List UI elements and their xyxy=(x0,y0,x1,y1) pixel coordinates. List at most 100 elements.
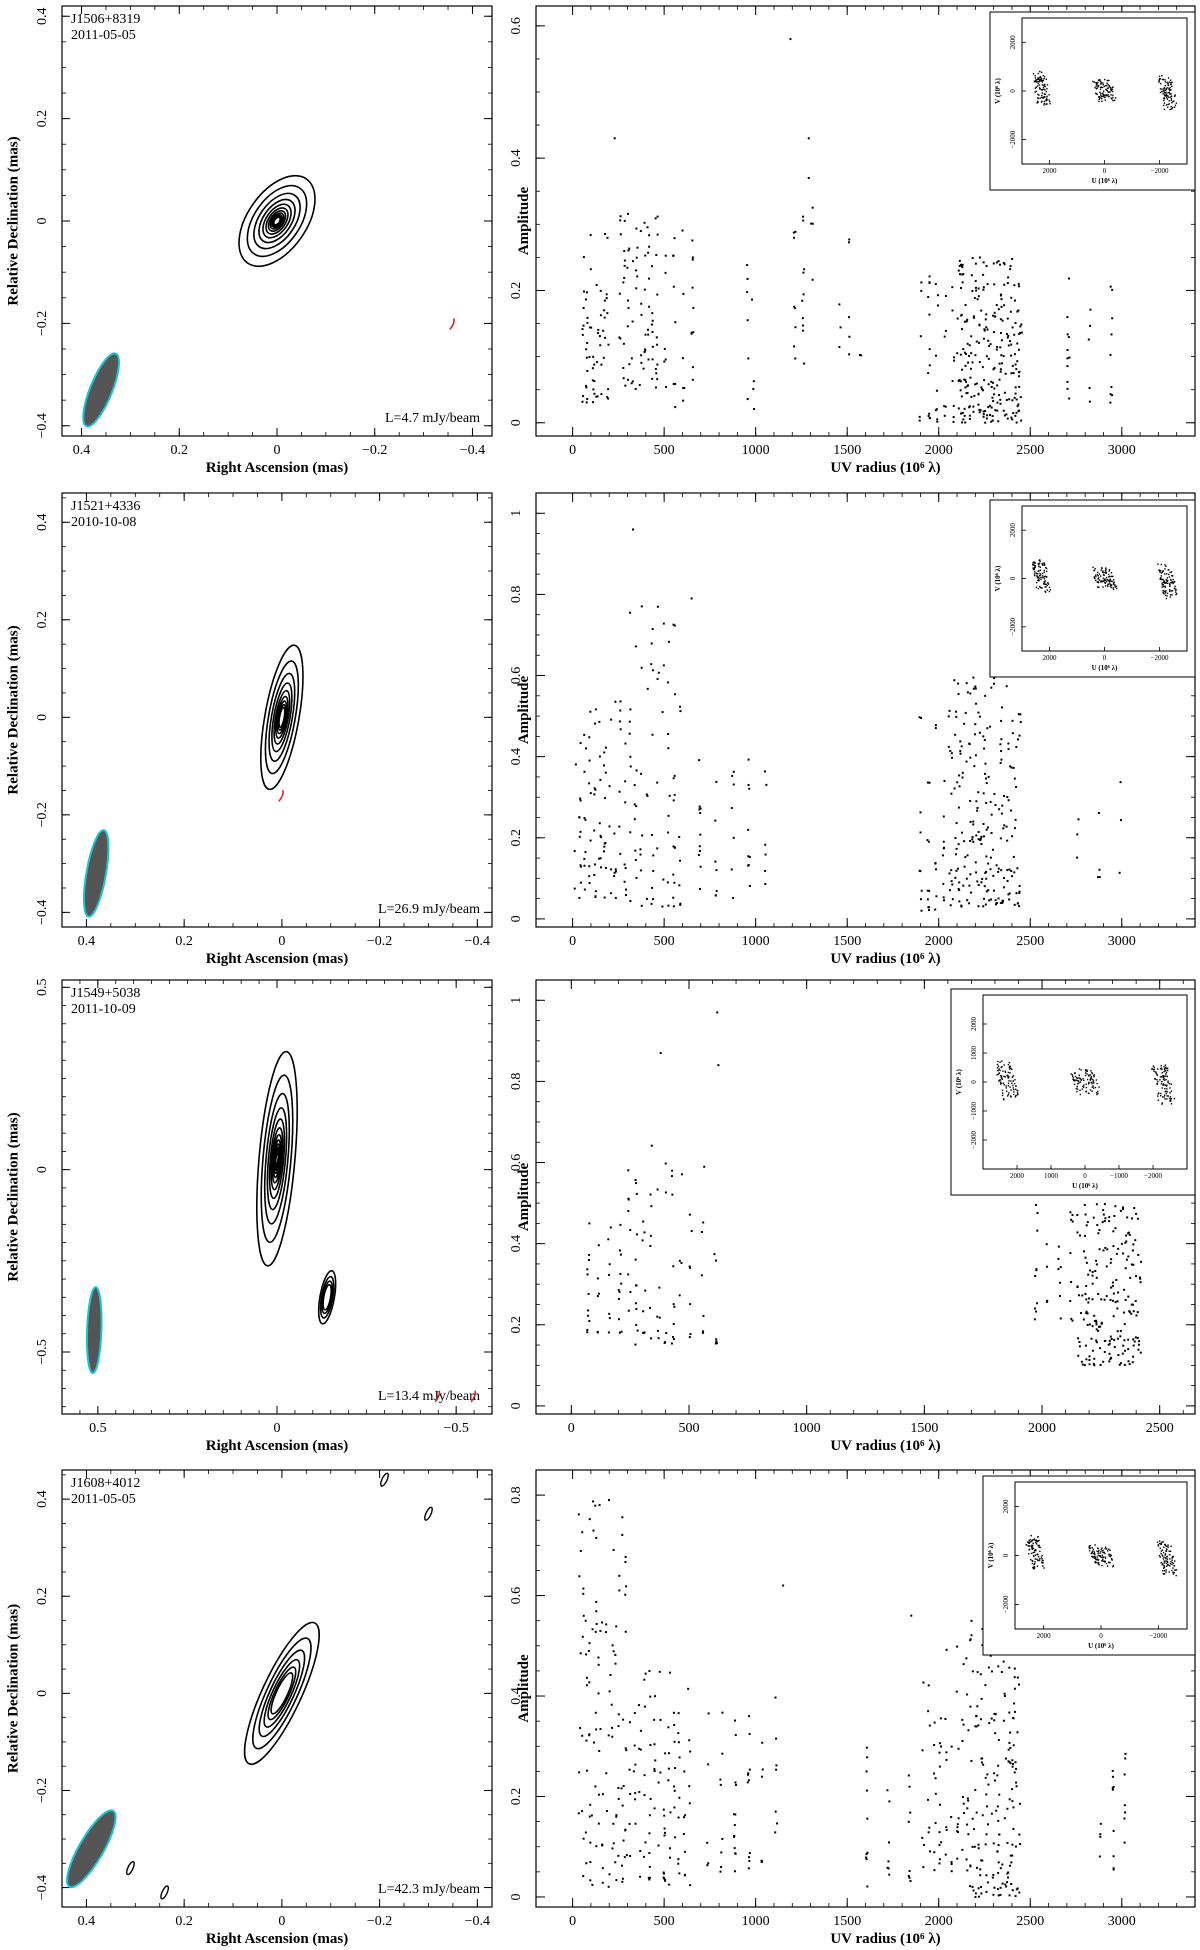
vis-point xyxy=(975,1725,978,1728)
vis-point xyxy=(1103,1298,1106,1301)
uv-point xyxy=(1175,1569,1178,1571)
vis-point xyxy=(578,816,581,819)
vis-point xyxy=(1036,1302,1039,1305)
uv-point xyxy=(1169,1096,1172,1098)
vis-point xyxy=(987,775,990,778)
uv-point xyxy=(1153,1068,1156,1070)
vis-point xyxy=(1008,892,1011,895)
vis-point xyxy=(667,732,670,735)
uv-point xyxy=(1038,1546,1040,1548)
vis-point xyxy=(624,1630,627,1633)
vis-point xyxy=(974,354,977,357)
vis-point xyxy=(1084,1292,1087,1295)
vis-point xyxy=(848,335,851,338)
vis-point xyxy=(1000,293,1003,296)
vis-point xyxy=(992,848,995,851)
uv-point xyxy=(1164,1098,1166,1100)
source-contour xyxy=(268,672,296,762)
vis-point xyxy=(944,405,947,408)
vis-point xyxy=(1099,1835,1102,1838)
uv-point xyxy=(1168,92,1171,94)
source-contour xyxy=(246,184,308,258)
vis-point xyxy=(1007,748,1010,751)
vis-point xyxy=(613,875,616,878)
source-contour xyxy=(264,660,300,775)
uv-point xyxy=(1165,1078,1167,1081)
uv-point xyxy=(1109,1549,1111,1552)
uv-point xyxy=(1101,567,1103,569)
uv-point xyxy=(1034,91,1036,93)
inset-xtick-label: 0 xyxy=(1083,1172,1087,1180)
vis-point xyxy=(622,281,625,284)
vis-point xyxy=(1120,1242,1123,1245)
vis-point xyxy=(995,864,998,867)
vis-point xyxy=(588,882,591,885)
vis-point xyxy=(1113,1214,1116,1217)
vis-point xyxy=(1119,1329,1122,1332)
uv-point xyxy=(1170,579,1172,581)
uv-point xyxy=(1158,1542,1161,1545)
vis-point xyxy=(678,1294,681,1297)
vis-point xyxy=(689,1750,692,1753)
uv-point xyxy=(1043,562,1045,565)
negative-contour xyxy=(470,1390,477,1403)
uv-point xyxy=(1008,1061,1011,1064)
uv-point xyxy=(1043,576,1045,578)
vis-point xyxy=(887,1867,890,1870)
vis-point xyxy=(994,1713,997,1716)
vis-point xyxy=(703,1165,706,1168)
vis-ytick-label: 0.8 xyxy=(509,1073,524,1091)
uv-point xyxy=(1049,589,1052,591)
uv-point xyxy=(1032,1542,1034,1545)
vis-point xyxy=(632,528,635,531)
vis-point xyxy=(629,899,632,902)
uv-point xyxy=(1109,578,1112,580)
vis-point xyxy=(987,1783,990,1786)
vis-point xyxy=(936,294,939,297)
uv-point xyxy=(1090,1081,1092,1084)
vis-point xyxy=(993,311,996,314)
source-contour xyxy=(265,207,289,235)
uv-point xyxy=(1032,1539,1034,1541)
uv-point xyxy=(1040,71,1043,74)
uv-point xyxy=(1171,85,1173,87)
vis-point xyxy=(967,361,970,364)
vis-point xyxy=(585,1653,588,1656)
uv-point xyxy=(1036,581,1038,584)
vis-point xyxy=(635,1233,638,1236)
map-xtick-label: 0.4 xyxy=(78,1914,96,1929)
uv-point xyxy=(1090,1077,1092,1080)
vis-point xyxy=(1108,1216,1111,1219)
inset-xlabel: U (10⁶ λ) xyxy=(1088,1642,1114,1650)
vis-point xyxy=(1101,1221,1104,1224)
vis-point xyxy=(962,1663,965,1666)
uv-point xyxy=(1112,1564,1114,1567)
uv-point xyxy=(1160,575,1163,577)
uv-point xyxy=(1110,583,1112,586)
vis-point xyxy=(636,275,639,278)
uv-point xyxy=(1097,1562,1099,1565)
vis-point xyxy=(672,873,675,876)
vis-point xyxy=(714,860,717,863)
vis-point xyxy=(1093,1357,1096,1360)
vis-point xyxy=(934,409,937,412)
vis-point xyxy=(651,377,654,380)
vis-point xyxy=(958,259,961,262)
vis-point xyxy=(971,838,974,841)
vis-point xyxy=(1013,1771,1016,1774)
vis-point xyxy=(776,1822,779,1825)
vis-point xyxy=(1130,1263,1133,1266)
vis-point xyxy=(1013,1702,1016,1705)
uv-point xyxy=(1043,100,1046,103)
uv-point xyxy=(1160,1092,1162,1095)
vis-point xyxy=(585,1739,588,1742)
vis-point xyxy=(1089,308,1092,311)
uv-point xyxy=(1103,574,1105,577)
uv-point xyxy=(1086,1069,1088,1071)
uv-point xyxy=(1042,97,1045,99)
vis-point xyxy=(1088,1355,1091,1358)
vis-point xyxy=(944,1717,947,1720)
vis-point xyxy=(706,1864,709,1867)
vis-point xyxy=(992,874,995,877)
vis-point xyxy=(662,878,665,881)
